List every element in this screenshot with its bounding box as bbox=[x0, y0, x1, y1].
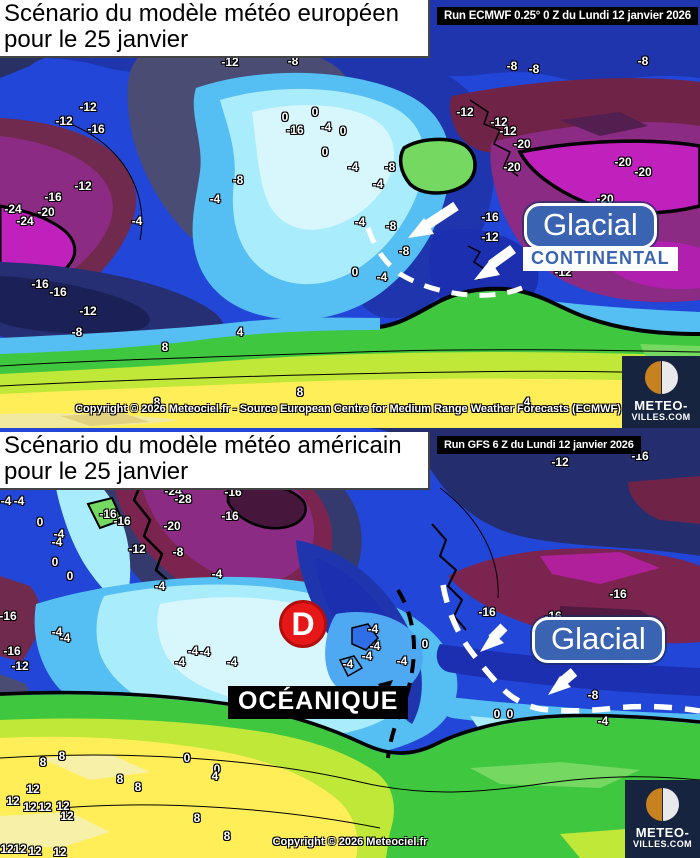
run-label-gfs: Run GFS 6 Z du Lundi 12 janvier 2026 bbox=[437, 436, 641, 454]
title-line1: Scénario du modèle météo européen bbox=[4, 0, 399, 27]
title-line1: Scénario du modèle météo américain bbox=[4, 432, 402, 459]
oceanique-label: OCÉANIQUE bbox=[228, 686, 409, 719]
run-label-ecmwf: Run ECMWF 0.25° 0 Z du Lundi 12 janvier … bbox=[437, 7, 698, 25]
low-pressure-symbol: D bbox=[279, 600, 327, 648]
meteovilles-logo: METEO- VILLES.COM bbox=[622, 356, 700, 428]
panel-european-model: -12 -8 -12 -12 -16 -16 -12 -16 -20 -24 -24 -4 -8 -4 0 0… bbox=[0, 0, 700, 428]
continental-label: CONTINENTAL bbox=[523, 247, 678, 271]
title-line2: pour le 25 janvier bbox=[4, 458, 189, 485]
logo-text-1: METEO- bbox=[634, 398, 688, 413]
map-title-european: Scénario du modèle météo européen pour l… bbox=[0, 0, 430, 58]
meteovilles-logo: METEO- VILLES.COM bbox=[625, 780, 700, 858]
panel-american-model: -4 -4 -16 -24 -28 -16 -16 -20 -12 -8 0 -4 -4 0 0 -4 -4 -1… bbox=[0, 428, 700, 858]
map-title-american: Scénario du modèle météo américain pour … bbox=[0, 432, 430, 490]
title-line2: pour le 25 janvier bbox=[4, 26, 189, 53]
copyright-gfs: Copyright © 2026 Meteociel.fr bbox=[272, 836, 428, 848]
meteovilles-logo-icon bbox=[646, 788, 679, 821]
glacial-label: Glacial bbox=[532, 617, 665, 663]
glacial-label: Glacial bbox=[524, 203, 657, 249]
logo-text-1: METEO- bbox=[635, 825, 690, 840]
meteovilles-logo-icon bbox=[644, 361, 678, 394]
logo-text-2: VILLES.COM bbox=[631, 412, 691, 422]
logo-text-2: VILLES.COM bbox=[632, 839, 692, 849]
copyright-ecmwf: Copyright © 2026 Meteociel.fr - Source E… bbox=[75, 403, 621, 415]
